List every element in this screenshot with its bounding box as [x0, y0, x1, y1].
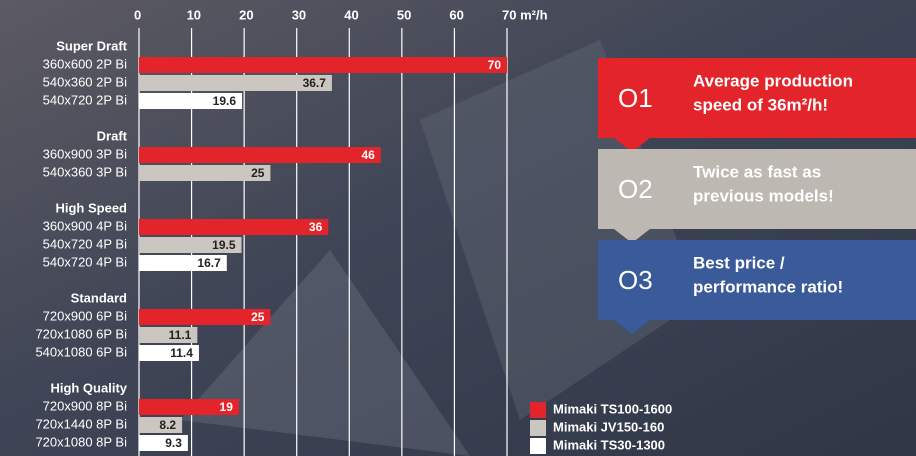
value-label: 11.4	[170, 346, 193, 360]
x-tick-label: 0	[134, 7, 141, 22]
x-tick-label: 50	[397, 7, 411, 22]
value-label: 8.2	[159, 418, 176, 432]
x-tick-label: 40	[344, 7, 358, 22]
y-tick-label: 720x1080 8P Bi	[35, 434, 127, 449]
x-tick-label: 70 m²/h	[502, 7, 548, 22]
value-label: 9.3	[165, 436, 182, 450]
group-label: Super Draft	[56, 38, 127, 53]
y-tick-label: 540x360 3P Bi	[43, 164, 127, 179]
group-label: Draft	[97, 128, 128, 143]
value-label: 19.6	[213, 94, 237, 108]
x-tick-label: 10	[187, 7, 201, 22]
legend-label: Mimaki TS30-1300	[553, 437, 665, 452]
y-tick-label: 720x1080 6P Bi	[35, 326, 127, 341]
x-tick-label: 30	[292, 7, 306, 22]
bar	[139, 57, 507, 73]
legend-label: Mimaki TS100-1600	[553, 401, 672, 416]
panel-text: Best price /	[693, 253, 785, 272]
panel-number: O3	[618, 265, 653, 295]
value-label: 16.7	[197, 256, 221, 270]
value-label: 70	[488, 58, 502, 72]
bar	[139, 219, 328, 235]
legend-label: Mimaki JV150-160	[553, 419, 664, 434]
legend-swatch	[530, 402, 546, 418]
value-label: 11.1	[169, 328, 192, 342]
panel-text: Twice as fast as	[693, 162, 821, 181]
value-label: 19	[220, 400, 234, 414]
y-tick-label: 720x900 8P Bi	[43, 398, 127, 413]
x-tick-label: 20	[239, 7, 253, 22]
y-tick-label: 540x720 2P Bi	[43, 92, 127, 107]
legend-swatch	[530, 420, 546, 436]
value-label: 36	[309, 220, 323, 234]
y-tick-label: 360x600 2P Bi	[43, 56, 127, 71]
y-tick-label: 360x900 3P Bi	[43, 146, 127, 161]
group-label: High Quality	[50, 380, 127, 395]
panel-text: speed of 36m²/h!	[693, 95, 828, 114]
bar	[139, 147, 381, 163]
value-label: 19.5	[212, 238, 236, 252]
value-label: 25	[251, 166, 265, 180]
panel-text: performance ratio!	[693, 277, 843, 296]
x-tick-label: 60	[449, 7, 463, 22]
value-label: 36.7	[303, 76, 327, 90]
group-label: High Speed	[55, 200, 127, 215]
group-label: Standard	[71, 290, 127, 305]
y-tick-label: 720x900 6P Bi	[43, 308, 127, 323]
legend-swatch	[530, 438, 546, 454]
y-tick-label: 540x720 4P Bi	[43, 254, 127, 269]
y-tick-label: 540x720 4P Bi	[43, 236, 127, 251]
panel-number: O1	[618, 83, 653, 113]
panel-number: O2	[618, 174, 653, 204]
infographic: 0 10 20 30 40 50 60 70 m²/h Super Draft 360x600 2…	[0, 0, 916, 456]
y-tick-label: 360x900 4P Bi	[43, 218, 127, 233]
y-tick-label: 720x1440 8P Bi	[35, 416, 127, 431]
y-tick-label: 540x360 2P Bi	[43, 74, 127, 89]
panel-text: previous models!	[693, 186, 834, 205]
value-label: 46	[361, 148, 375, 162]
y-tick-label: 540x1080 6P Bi	[35, 344, 127, 359]
value-label: 25	[251, 310, 265, 324]
panel-text: Average production	[693, 71, 853, 90]
